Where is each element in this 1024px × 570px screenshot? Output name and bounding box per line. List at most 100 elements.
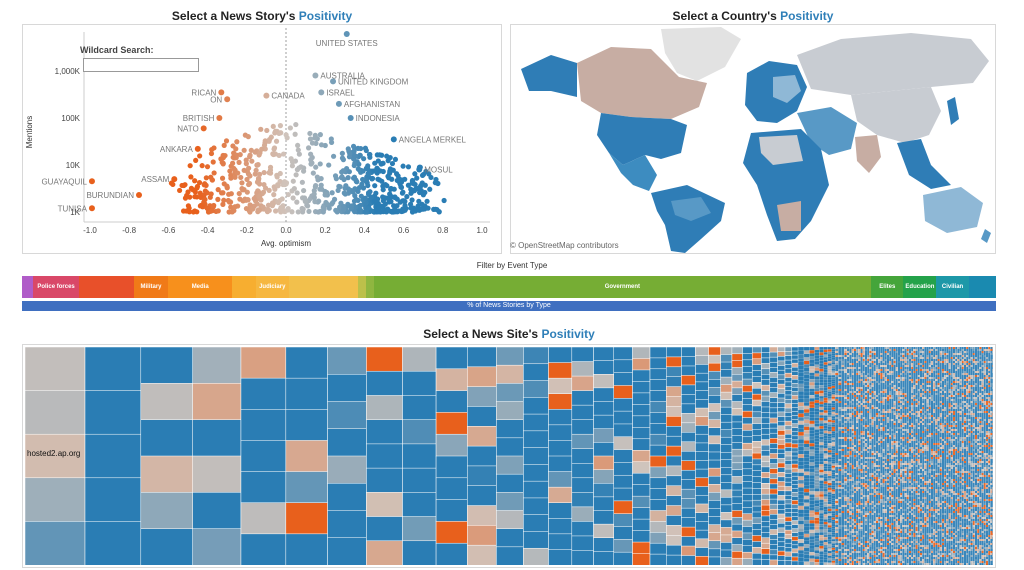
news-site-tile[interactable] <box>827 407 832 411</box>
story-point[interactable] <box>171 176 178 183</box>
news-site-tile[interactable] <box>613 474 633 489</box>
news-site-tile[interactable] <box>731 353 743 362</box>
news-site-tile[interactable] <box>731 387 743 396</box>
news-site-tile[interactable] <box>742 347 753 354</box>
story-point[interactable] <box>223 138 230 144</box>
news-site-tile[interactable] <box>827 405 832 409</box>
news-site-tile[interactable] <box>632 530 651 543</box>
story-point[interactable] <box>237 196 243 202</box>
news-site-tile[interactable] <box>823 524 828 528</box>
news-site-tile[interactable] <box>784 534 793 540</box>
news-site-tile[interactable] <box>761 472 771 479</box>
news-site-tile[interactable] <box>25 347 86 392</box>
news-site-tile[interactable] <box>798 361 805 366</box>
news-site-tile[interactable] <box>819 488 824 492</box>
news-site-tile[interactable] <box>823 547 828 551</box>
news-site-tile[interactable] <box>827 365 832 369</box>
news-site-tile[interactable] <box>823 455 828 459</box>
news-site-tile[interactable] <box>823 390 828 394</box>
news-site-tile[interactable] <box>720 482 733 491</box>
news-site-tile[interactable] <box>777 513 786 520</box>
news-site-tile[interactable] <box>827 508 832 512</box>
news-site-tile[interactable] <box>769 448 778 455</box>
news-site-tile[interactable] <box>823 509 828 513</box>
news-site-tile[interactable] <box>666 475 682 487</box>
news-site-tile[interactable] <box>366 419 403 445</box>
news-site-tile[interactable] <box>803 384 810 389</box>
news-site-tile[interactable] <box>720 519 733 528</box>
news-site-tile[interactable] <box>467 426 497 447</box>
news-site-tile[interactable] <box>798 439 805 444</box>
news-site-tile[interactable] <box>809 542 815 547</box>
story-point[interactable] <box>393 171 400 177</box>
news-site-tile[interactable] <box>823 539 828 543</box>
news-site-tile[interactable] <box>827 553 832 556</box>
news-site-tile[interactable] <box>777 467 786 473</box>
story-point[interactable] <box>182 182 188 188</box>
news-site-tile[interactable] <box>814 450 820 454</box>
story-point[interactable] <box>249 158 255 164</box>
news-site-tile[interactable] <box>613 398 633 412</box>
news-site-tile[interactable] <box>496 347 524 366</box>
news-site-tile[interactable] <box>814 561 820 565</box>
news-site-tile[interactable] <box>791 427 799 433</box>
news-site-tile[interactable] <box>593 496 614 512</box>
story-point[interactable] <box>272 186 278 192</box>
news-site-tile[interactable] <box>803 547 810 552</box>
news-site-tile[interactable] <box>791 443 799 449</box>
story-point[interactable] <box>308 157 314 163</box>
news-site-tile[interactable] <box>571 463 594 479</box>
news-site-tile[interactable] <box>798 461 805 466</box>
news-site-tile[interactable] <box>814 532 820 536</box>
story-point[interactable] <box>257 193 263 199</box>
news-site-tile[interactable] <box>814 367 820 371</box>
news-site-tile[interactable] <box>777 402 786 408</box>
news-site-tile[interactable] <box>140 347 193 384</box>
news-site-tile[interactable] <box>819 450 824 454</box>
news-site-tile[interactable] <box>827 464 832 467</box>
news-site-tile[interactable] <box>827 494 832 498</box>
news-site-tile[interactable] <box>731 414 743 423</box>
news-site-tile[interactable] <box>769 554 778 561</box>
story-point[interactable] <box>380 187 386 193</box>
news-site-tile[interactable] <box>891 562 894 565</box>
news-site-tile[interactable] <box>827 520 832 524</box>
news-site-tile[interactable] <box>84 521 142 565</box>
news-site-tile[interactable] <box>814 408 820 413</box>
news-site-tile[interactable] <box>827 447 832 451</box>
news-site-tile[interactable] <box>731 442 743 450</box>
news-site-tile[interactable] <box>192 455 242 493</box>
news-site-tile[interactable] <box>809 423 815 428</box>
news-site-tile[interactable] <box>798 527 805 533</box>
news-site-tile[interactable] <box>769 432 778 439</box>
news-site-tile[interactable] <box>823 372 828 376</box>
news-site-tile[interactable] <box>798 417 805 422</box>
story-point[interactable] <box>272 128 279 134</box>
story-point[interactable] <box>355 188 361 194</box>
news-site-tile[interactable] <box>777 499 786 506</box>
news-site-tile[interactable] <box>784 390 793 396</box>
news-site-tile[interactable] <box>809 494 815 499</box>
news-site-tile[interactable] <box>814 550 820 554</box>
news-site-tile[interactable] <box>823 351 828 355</box>
news-site-tile[interactable] <box>823 435 828 439</box>
news-site-tile[interactable] <box>784 355 793 361</box>
story-point[interactable] <box>228 204 234 210</box>
news-site-tile[interactable] <box>827 555 832 559</box>
news-site-tile[interactable] <box>798 428 805 433</box>
news-site-tile[interactable] <box>523 363 549 382</box>
news-site-tile[interactable] <box>240 440 287 473</box>
story-point[interactable] <box>204 205 210 211</box>
news-site-tile[interactable] <box>742 372 753 380</box>
story-point[interactable] <box>317 161 323 167</box>
story-point[interactable] <box>275 199 281 205</box>
story-point[interactable] <box>292 131 298 137</box>
news-site-tile[interactable] <box>814 473 820 477</box>
news-site-tile[interactable] <box>809 366 815 370</box>
news-site-tile[interactable] <box>827 426 832 430</box>
news-site-tile[interactable] <box>548 424 573 441</box>
news-site-tile[interactable] <box>798 409 805 414</box>
news-site-tile[interactable] <box>731 523 743 532</box>
story-point[interactable] <box>88 205 95 212</box>
news-site-tile[interactable] <box>814 447 820 451</box>
